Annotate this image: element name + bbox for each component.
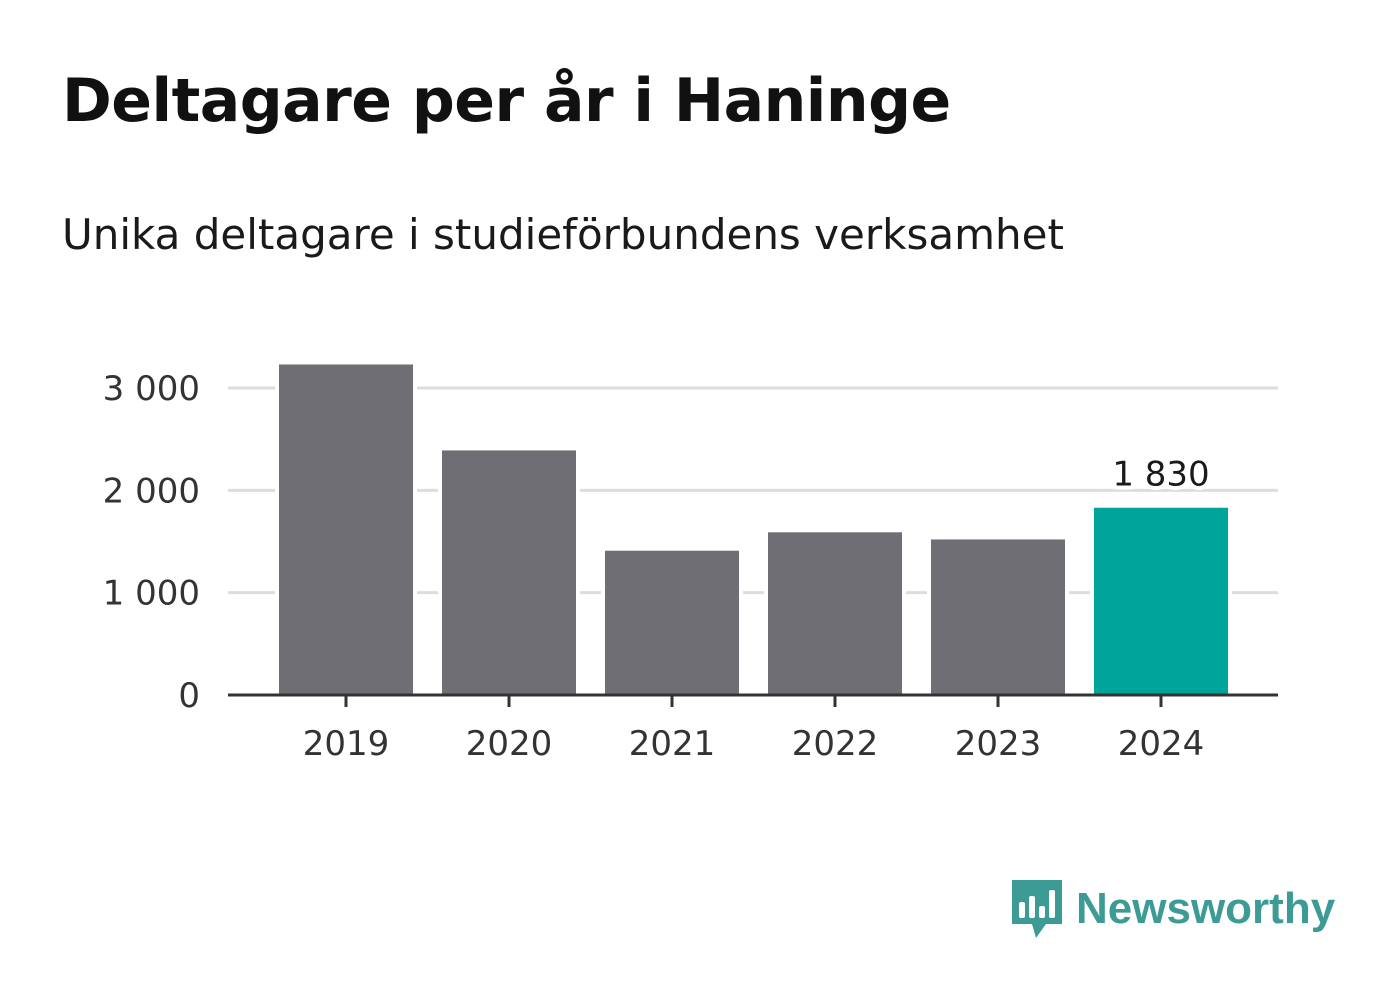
x-tick-label: 2021: [629, 724, 716, 764]
bar: [442, 450, 576, 695]
y-tick-label: 2 000: [103, 471, 200, 511]
bar: [279, 364, 413, 695]
data-label: 1 830: [1112, 455, 1209, 495]
x-tick-label: 2024: [1118, 724, 1205, 764]
y-tick-label: 3 000: [103, 369, 200, 409]
bar: [1094, 507, 1228, 695]
bar-chart-speech-bubble-icon: [1012, 880, 1062, 938]
y-tick-label: 1 000: [103, 574, 200, 614]
chart-subtitle: Unika deltagare i studieförbundens verks…: [62, 210, 1064, 259]
x-tick-label: 2020: [466, 724, 553, 764]
x-tick-label: 2023: [955, 724, 1042, 764]
chart-title: Deltagare per år i Haninge: [62, 66, 951, 136]
x-tick-label: 2019: [303, 724, 390, 764]
x-tick-label: 2022: [792, 724, 879, 764]
bar: [768, 532, 902, 695]
y-tick-label: 0: [178, 676, 200, 716]
bar: [605, 550, 739, 695]
bar: [931, 539, 1065, 695]
brand-logo: Newsworthy: [1010, 878, 1335, 940]
brand-name: Newsworthy: [1076, 884, 1336, 933]
